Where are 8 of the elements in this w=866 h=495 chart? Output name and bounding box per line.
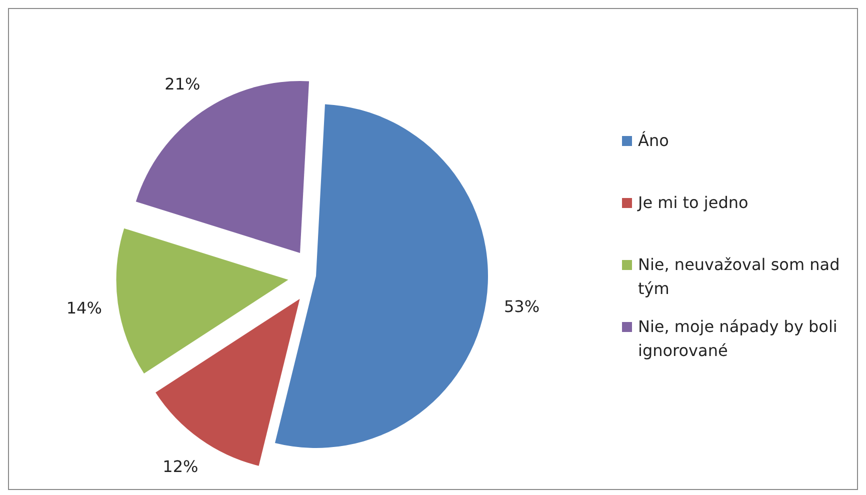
data-label: 21% (164, 74, 200, 94)
legend-label: Nie, neuvažoval som nad tým (638, 254, 841, 300)
data-label: 14% (66, 298, 102, 318)
data-label: 53% (504, 296, 540, 316)
data-label: 12% (162, 457, 198, 476)
legend-label: Nie, moje nápady by boli ignorované (638, 316, 838, 362)
legend-label: Áno (638, 130, 669, 152)
legend-label: Je mi to jedno (638, 192, 748, 214)
